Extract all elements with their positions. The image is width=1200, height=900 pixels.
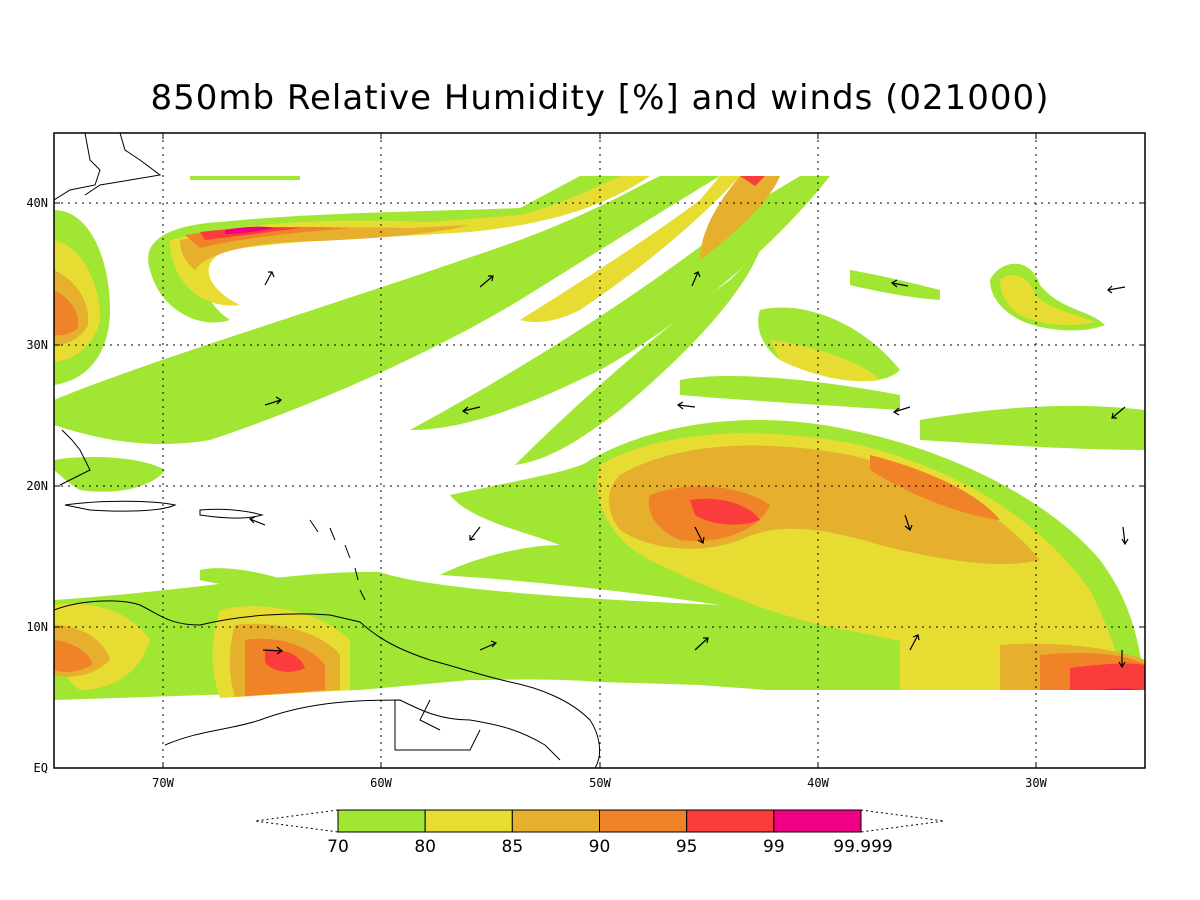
axis-ticks: [54, 133, 1145, 768]
colorbar-label-5: 99: [763, 837, 785, 857]
lat-label-10n: 10N: [26, 620, 48, 634]
colorbar-bin-3: [599, 809, 688, 833]
colorbar-label-3: 90: [589, 837, 611, 857]
colorbar-bin-0: [337, 809, 426, 833]
wind-vectors: [248, 271, 1129, 669]
colorbar-label-0: 70: [327, 837, 349, 857]
longitude-labels: 70W 60W 50W 40W 30W: [152, 776, 1047, 790]
colorbar-bin-1: [424, 809, 513, 833]
colorbar-label-4: 95: [676, 837, 698, 857]
lat-label-30n: 30N: [26, 338, 48, 352]
lon-label-70w: 70W: [152, 776, 174, 790]
colorbar-bin-5: [773, 809, 862, 833]
colorbar-high-extension: [860, 809, 945, 833]
lat-label-eq: EQ: [34, 761, 48, 775]
lat-label-40n: 40N: [26, 196, 48, 210]
colorbar-low-extension: [254, 809, 339, 833]
colorbar-label-2: 85: [502, 837, 524, 857]
map-title: 850mb Relative Humidity [%] and winds (0…: [150, 78, 1050, 118]
graticule: [54, 133, 1145, 768]
lat-label-20n: 20N: [26, 479, 48, 493]
colorbar-bin-2: [511, 809, 600, 833]
lon-label-50w: 50W: [589, 776, 611, 790]
humidity-field: [54, 176, 1145, 768]
colorbar-label-6: 99.999: [833, 837, 892, 857]
colorbar-bin-4: [686, 809, 775, 833]
lon-label-30w: 30W: [1025, 776, 1047, 790]
coastlines: [54, 133, 601, 768]
lon-label-60w: 60W: [370, 776, 392, 790]
colorbar-label-1: 80: [414, 837, 436, 857]
colorbar: 70 80 85 90 95 99 99.999: [254, 809, 945, 857]
latitude-labels: 40N 30N 20N 10N EQ: [26, 196, 48, 775]
lon-label-40w: 40W: [807, 776, 829, 790]
